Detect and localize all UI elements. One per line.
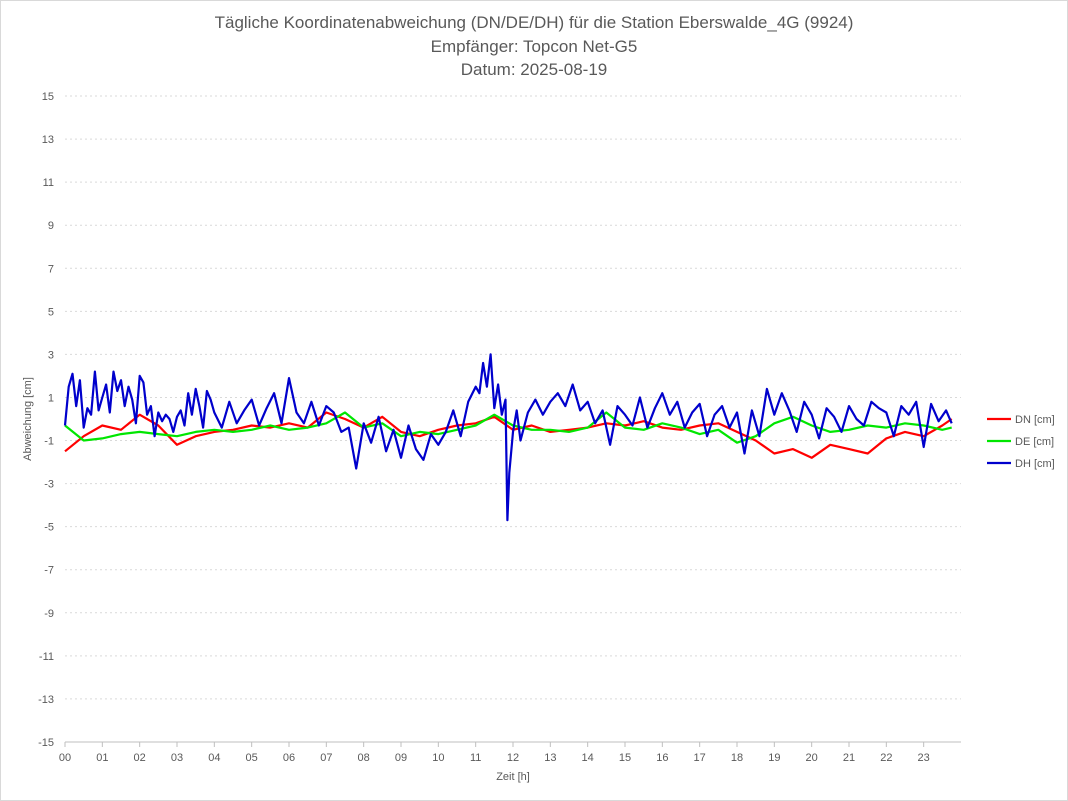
x-tick-label: 14: [582, 752, 594, 764]
y-tick-label: -9: [44, 608, 54, 620]
x-tick-label: 05: [246, 752, 258, 764]
x-tick-label: 11: [470, 752, 481, 764]
y-tick-label: -11: [39, 651, 54, 663]
x-tick-label: 16: [656, 752, 668, 764]
x-tick-label: 07: [320, 752, 332, 764]
chart-subtitle-date: Datum: 2025-08-19: [460, 60, 608, 79]
x-tick-label: 22: [880, 752, 892, 764]
y-tick-label: -3: [44, 479, 54, 491]
chart-title: Tägliche Koordinatenabweichung (DN/DE/DH…: [214, 13, 854, 32]
y-tick-label: -7: [44, 565, 54, 577]
x-tick-label: 15: [619, 752, 631, 764]
x-tick-label: 03: [171, 752, 183, 764]
x-tick-label: 10: [432, 752, 444, 764]
x-tick-label: 02: [134, 752, 146, 764]
legend-label: DN [cm]: [1015, 414, 1055, 426]
x-tick-label: 17: [694, 752, 706, 764]
legend-label: DE [cm]: [1015, 436, 1054, 448]
series-line-dh: [63, 353, 953, 522]
chart-subtitle-receiver: Empfänger: Topcon Net-G5: [430, 37, 638, 56]
x-tick-label: 23: [918, 752, 930, 764]
x-tick-label: 19: [768, 752, 780, 764]
y-tick-label: 15: [42, 91, 54, 103]
x-tick-label: 04: [208, 752, 220, 764]
x-tick-label: 06: [283, 752, 295, 764]
x-tick-label: 12: [507, 752, 519, 764]
y-tick-label: -5: [44, 522, 54, 534]
y-tick-label: 7: [48, 263, 54, 275]
x-tick-labels: 00 01 02 03 04 05 06 07 08 09 10 11 12 13 14 15 16 17 18 19…: [59, 742, 930, 764]
y-tick-label: 13: [42, 134, 54, 146]
y-tick-label: 9: [48, 220, 54, 232]
y-tick-labels: 15 13 11 9 7 5 3 1 -1 -3 -5 -7 -9 -11 -13 -15: [38, 91, 54, 749]
y-tick-label: -15: [38, 737, 54, 749]
legend: DN [cm] DE [cm] DH [cm]: [987, 414, 1055, 470]
grid-lines: [65, 95, 961, 743]
x-tick-label: 18: [731, 752, 743, 764]
legend-label: DH [cm]: [1015, 458, 1055, 470]
x-tick-label: 09: [395, 752, 407, 764]
y-tick-label: -13: [38, 694, 54, 706]
x-tick-label: 13: [544, 752, 556, 764]
y-axis-label: Abweichung [cm]: [22, 377, 34, 461]
y-tick-label: -1: [44, 436, 54, 448]
y-tick-label: 1: [48, 392, 54, 404]
x-tick-label: 20: [806, 752, 818, 764]
x-tick-label: 08: [358, 752, 370, 764]
x-tick-label: 01: [96, 752, 108, 764]
x-axis-label: Zeit [h]: [496, 771, 530, 783]
x-tick-label: 00: [59, 752, 71, 764]
x-tick-label: 21: [843, 752, 855, 764]
y-tick-label: 11: [43, 177, 54, 189]
y-tick-label: 5: [48, 306, 54, 318]
series-lines: [63, 353, 953, 522]
y-tick-label: 3: [48, 349, 54, 361]
